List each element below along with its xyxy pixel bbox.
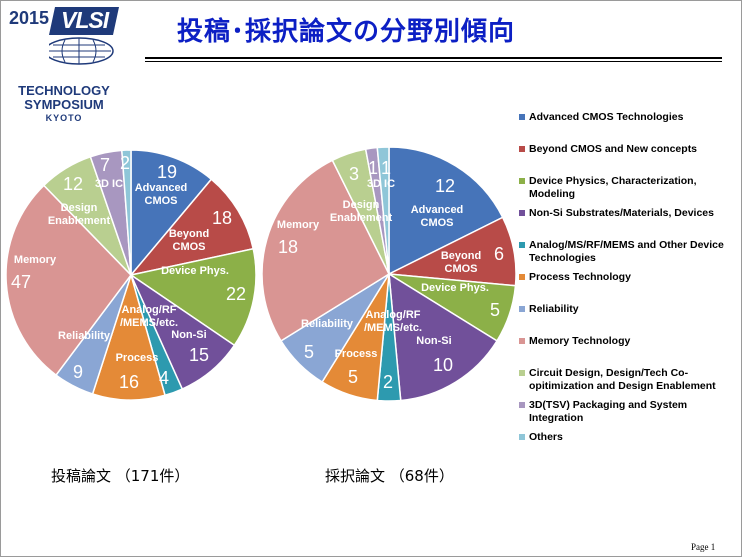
- legend-swatch: [519, 370, 525, 376]
- legend-swatch: [519, 274, 525, 280]
- vlsi-logo-text: VLSI: [61, 7, 109, 33]
- accepted-value-label-others: 1: [381, 158, 391, 178]
- vlsi-symposium-logo: VLSI 2015 TECHNOLOGY SYMPOSIUM KYOTO: [3, 3, 125, 123]
- legend-label: Device Physics, Characterization, Modeli…: [529, 175, 697, 200]
- accepted-value-label-analog-rf-mems-etc: 2: [383, 372, 393, 392]
- legend-swatch: [519, 306, 525, 312]
- accepted-slice-label-analog-rf-mems-etc: Analog/RF/MEMS/etc.: [364, 309, 422, 334]
- submitted-slice-label-analog-rf-mems-etc: Analog/RF/MEMS/etc.: [120, 304, 178, 329]
- submitted-value-label-beyond-cmos: 18: [212, 208, 232, 228]
- accepted-value-label-process: 5: [348, 367, 358, 387]
- accepted-slice-label-design-enablement: Design Enablement: [330, 199, 393, 224]
- accepted-slice-label-memory: Memory: [277, 219, 320, 231]
- logo-line-technology: TECHNOLOGY: [18, 83, 110, 98]
- accepted-slice-label-3d-ic: 3D IC: [367, 178, 395, 190]
- submitted-slice-label-advanced-cmos: Advanced CMOS: [135, 182, 188, 207]
- legend-swatch: [519, 434, 525, 440]
- accepted-value-label-3d-ic: 1: [368, 158, 378, 178]
- accepted-slice-advanced-cmos: [388, 146, 504, 276]
- legend-label: Memory Technology: [529, 335, 631, 347]
- submitted-slice-label-device-phys: Device Phys.: [161, 265, 229, 277]
- legend-swatch: [519, 242, 525, 248]
- accepted-slice-label-device-phys: Device Phys.: [421, 282, 489, 294]
- accepted-value-label-memory: 18: [278, 237, 298, 257]
- accepted-papers-caption: 採択論文 （68件）: [325, 467, 454, 485]
- title-rule-thin: [145, 61, 722, 62]
- accepted-value-label-beyond-cmos: 6: [494, 244, 504, 264]
- vlsi-logo-mark: [49, 7, 119, 65]
- accepted-slice-label-non-si: Non-Si: [416, 335, 451, 347]
- accepted-slice-others: [376, 146, 390, 275]
- submitted-value-label-non-si: 15: [189, 345, 209, 365]
- legend-swatch: [519, 114, 525, 120]
- accepted-value-label-device-phys: 5: [490, 300, 500, 320]
- submitted-value-label-3d-ic: 7: [100, 155, 110, 175]
- accepted-value-label-non-si: 10: [433, 355, 453, 375]
- accepted-slice-label-process: Process: [335, 348, 378, 360]
- legend-swatch: [519, 210, 525, 216]
- submitted-slice-advanced-cmos: [130, 149, 213, 278]
- submitted-value-label-advanced-cmos: 19: [157, 162, 177, 182]
- page-number: Page 1: [691, 542, 716, 552]
- legend-label: 3D(TSV) Packaging and System Integration: [529, 399, 688, 424]
- page-title: 投稿･採択論文の分野別傾向: [177, 17, 516, 47]
- submitted-slice-label-non-si: Non-Si: [171, 329, 206, 341]
- submitted-value-label-process: 16: [119, 372, 139, 392]
- legend-swatch: [519, 178, 525, 184]
- legend-label: Non-Si Substrates/Materials, Devices: [529, 207, 714, 219]
- submitted-slice-beyond-cmos: [129, 178, 255, 277]
- accepted-slice-non-si: [388, 272, 499, 402]
- logo-line-symposium: SYMPOSIUM: [24, 97, 104, 112]
- submitted-slice-device-phys: [129, 247, 257, 347]
- submitted-slice-others: [121, 149, 132, 276]
- submitted-slice-label-reliability: Reliability: [58, 330, 111, 342]
- legend-label: Beyond CMOS and New concepts: [529, 143, 698, 155]
- legend-label: Circuit Design, Design/Tech Co-opitimiza…: [529, 367, 716, 392]
- submitted-slice-label-process: Process: [116, 352, 159, 364]
- submitted-value-label-reliability: 9: [73, 362, 83, 382]
- submitted-slice-label-memory: Memory: [14, 254, 57, 266]
- submitted-papers-caption: 投稿論文 （171件）: [51, 467, 190, 485]
- submitted-value-label-design-enablement: 12: [63, 174, 83, 194]
- accepted-slice-memory: [261, 159, 390, 342]
- submitted-value-label-analog-rf-mems-etc: 4: [159, 368, 169, 388]
- legend-label: Process Technology: [529, 271, 631, 283]
- submitted-value-label-device-phys: 22: [226, 284, 246, 304]
- accepted-value-label-advanced-cmos: 12: [435, 176, 455, 196]
- legend-label: Others: [529, 431, 563, 443]
- submitted-value-label-others: 2: [120, 153, 130, 173]
- legend-label: Reliability: [529, 303, 579, 315]
- legend-label: Advanced CMOS Technologies: [529, 111, 684, 123]
- title-rule: [145, 57, 722, 59]
- accepted-slice-label-reliability: Reliability: [301, 318, 354, 330]
- legend-swatch: [519, 146, 525, 152]
- submitted-value-label-memory: 47: [11, 272, 31, 292]
- accepted-slice-label-beyond-cmos: Beyond CMOS: [441, 250, 481, 275]
- legend-label: Analog/MS/RF/MEMS and Other Device Techn…: [529, 239, 724, 264]
- accepted-value-label-design-enablement: 3: [349, 164, 359, 184]
- accepted-value-label-reliability: 5: [304, 342, 314, 362]
- submitted-slice-label-beyond-cmos: Beyond CMOS: [169, 228, 209, 253]
- logo-line-kyoto: KYOTO: [45, 113, 83, 123]
- logo-year: 2015: [9, 8, 50, 28]
- accepted-slice-label-advanced-cmos: Advanced CMOS: [411, 204, 464, 229]
- legend-swatch: [519, 402, 525, 408]
- submitted-slice-label-3d-ic: 3D IC: [95, 178, 123, 190]
- submitted-slice-label-design-enablement: Design Enablement: [48, 202, 111, 227]
- legend-swatch: [519, 338, 525, 344]
- submitted-slice-memory: [5, 184, 132, 377]
